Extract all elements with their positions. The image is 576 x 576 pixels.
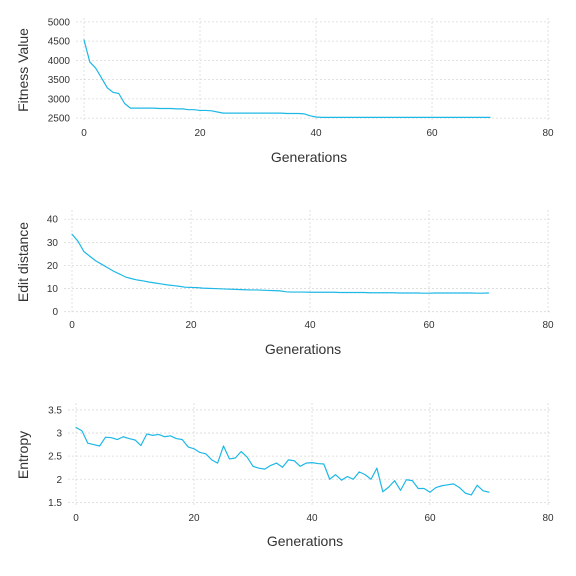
x-tick-label: 40 (304, 320, 316, 331)
x-tick-label: 60 (423, 320, 435, 331)
x-tick-label: 20 (194, 128, 206, 139)
x-tick-label: 60 (426, 128, 438, 139)
y-tick-label: 0 (52, 307, 58, 318)
series-line (71, 233, 490, 294)
x-tick-label: 0 (69, 320, 75, 331)
chart-1: 0 20 40 60 80 2500 3000 3500 4000 4500 5000 Generat… (15, 17, 554, 165)
y-tick-label: 3000 (48, 94, 71, 105)
x-tick-label: 40 (310, 128, 322, 139)
x-tick-label: 80 (542, 320, 554, 331)
y-tick-label: 3 (56, 429, 62, 440)
y-axis-title: Entropy (15, 431, 31, 479)
y-axis-title: Edit distance (15, 222, 31, 302)
x-tick-label: 80 (542, 128, 554, 139)
y-tick-label: 1.5 (48, 498, 62, 509)
x-tick-label: 20 (185, 320, 197, 331)
y-tick-label: 4500 (48, 37, 71, 48)
x-tick-label: 80 (542, 513, 554, 524)
x-tick-label: 60 (424, 513, 436, 524)
y-tick-label: 2.5 (48, 452, 62, 463)
chart-2: 0 20 40 60 80 0 10 20 30 40 Generations Edit distan… (15, 210, 554, 357)
x-axis-title: Generations (271, 149, 347, 165)
x-tick-label: 0 (73, 513, 79, 524)
y-tick-label: 3500 (48, 75, 71, 86)
x-tick-label: 20 (188, 513, 200, 524)
y-tick-label: 2 (56, 475, 62, 486)
y-tick-label: 30 (47, 238, 59, 249)
series-line (75, 426, 490, 496)
x-axis-title: Generations (265, 341, 341, 357)
x-tick-label: 0 (81, 128, 87, 139)
series-line (83, 39, 491, 118)
y-tick-label: 2500 (48, 114, 71, 125)
chart-3: 0 20 40 60 80 1.5 2 2.5 3 3.5 Generations Entropy (15, 403, 554, 549)
y-tick-label: 10 (47, 284, 59, 295)
y-tick-label: 4000 (48, 56, 71, 67)
x-tick-label: 40 (306, 513, 318, 524)
x-axis-title: Generations (267, 533, 343, 549)
y-tick-label: 5000 (48, 17, 71, 28)
y-tick-label: 20 (47, 261, 59, 272)
y-tick-label: 40 (47, 215, 59, 226)
y-axis-title: Fitness Value (15, 28, 31, 112)
y-tick-label: 3.5 (48, 405, 62, 416)
